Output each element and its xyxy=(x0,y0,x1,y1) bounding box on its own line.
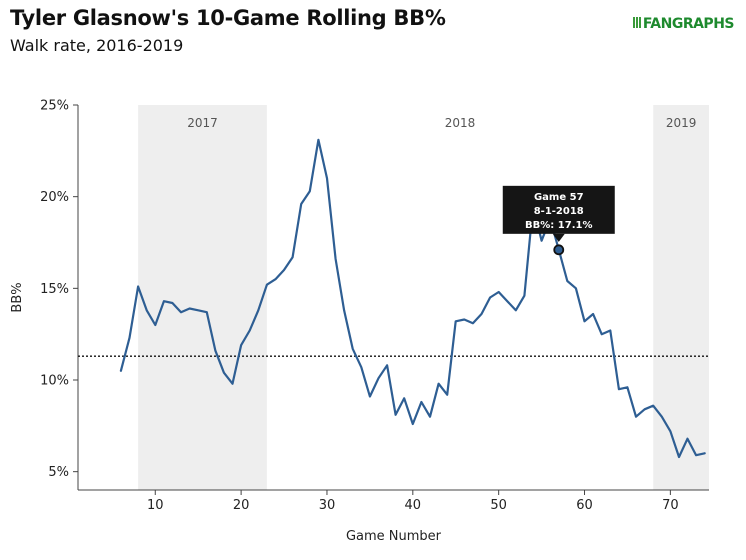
tooltip-box xyxy=(502,185,615,234)
axes: 5% 10% 15% 20% 25% 10 20 30 40 50 60 70 Game Number B… xyxy=(10,99,709,544)
y-tick-label: 25% xyxy=(40,99,69,114)
tooltip-value: BB%: 17.1% xyxy=(525,220,592,231)
x-tick-label: 40 xyxy=(405,498,422,513)
fangraphs-logo[interactable]: FANGRAPHS xyxy=(632,16,735,32)
region-label-2018: 2018 xyxy=(445,116,476,130)
season-regions: 2017 2018 2019 xyxy=(138,105,709,490)
fangraphs-logo-text: FANGRAPHS xyxy=(642,16,735,32)
y-tick-label: 15% xyxy=(40,282,69,297)
tooltip-pointer xyxy=(552,233,565,242)
chart-title: Tyler Glasnow's 10-Game Rolling BB% xyxy=(10,6,446,30)
x-tick-label: 20 xyxy=(233,498,250,513)
series-layer xyxy=(119,138,706,459)
x-tick-label: 50 xyxy=(490,498,507,513)
highlighted-data-point[interactable] xyxy=(553,244,565,256)
region-label-2017: 2017 xyxy=(187,116,218,130)
bb-rate-line[interactable] xyxy=(119,138,706,459)
chart-subtitle: Walk rate, 2016-2019 xyxy=(10,36,184,55)
region-label-2019: 2019 xyxy=(666,116,697,130)
x-tick-label: 70 xyxy=(662,498,679,513)
region-2017-band xyxy=(138,105,267,490)
fangraphs-logo-icon xyxy=(632,17,641,28)
region-2019-band xyxy=(653,105,709,490)
x-tick-label: 30 xyxy=(319,498,336,513)
x-tick-label: 60 xyxy=(576,498,593,513)
tooltip-layer: Game 57 8-1-2018 BB%: 17.1% xyxy=(502,185,615,256)
tooltip-game: Game 57 xyxy=(534,192,584,203)
y-axis-title: BB% xyxy=(10,282,25,312)
y-tick-label: 10% xyxy=(40,374,69,389)
tooltip-date: 8-1-2018 xyxy=(534,206,584,217)
x-tick-label: 10 xyxy=(147,498,164,513)
x-axis-title: Game Number xyxy=(346,529,442,544)
y-tick-label: 20% xyxy=(40,190,69,205)
y-tick-label: 5% xyxy=(48,465,69,480)
